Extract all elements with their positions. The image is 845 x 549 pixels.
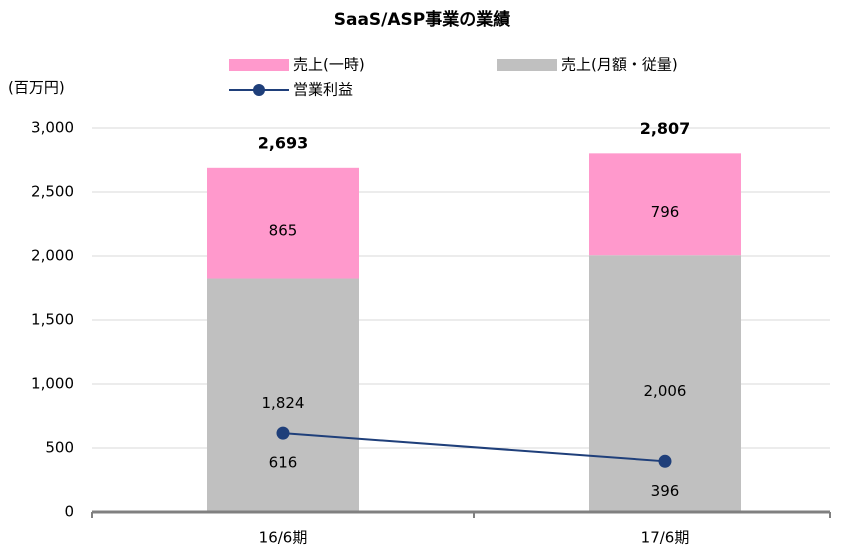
total-label: 2,693: [258, 133, 309, 152]
line: [282, 432, 666, 463]
y-tick-label: 0: [64, 503, 74, 521]
y-tick-label: 1,000: [31, 375, 74, 393]
x-tick-label: 17/6期: [641, 529, 690, 547]
legend-swatch: [497, 59, 557, 71]
y-tick-label: 3,000: [31, 119, 74, 137]
data-label: 865: [269, 222, 298, 240]
bar: [207, 278, 359, 512]
y-tick-label: 2,500: [31, 183, 74, 201]
line-marker: [276, 426, 290, 440]
legend-swatch: [229, 59, 289, 71]
legend-label: 売上(一時): [293, 56, 365, 74]
x-tick-label: 16/6期: [259, 529, 308, 547]
chart-title: SaaS/ASP事業の業績: [334, 9, 511, 30]
legend-label: 売上(月額・従量): [561, 56, 678, 74]
y-axis-label: (百万円): [8, 79, 65, 97]
data-label: 396: [651, 482, 680, 500]
data-label: 616: [269, 454, 298, 472]
legend-label: 営業利益: [293, 81, 353, 99]
y-tick-label: 500: [45, 439, 74, 457]
bar: [207, 167, 359, 279]
data-label: 2,006: [644, 382, 687, 400]
y-tick-label: 1,500: [31, 311, 74, 329]
data-label: 796: [651, 203, 680, 221]
total-label: 2,807: [640, 119, 691, 138]
y-tick-label: 2,000: [31, 247, 74, 265]
bar: [589, 255, 741, 512]
data-label: 1,824: [262, 394, 305, 412]
legend-marker: [253, 84, 265, 96]
bar: [589, 153, 741, 256]
line-marker: [658, 454, 672, 468]
